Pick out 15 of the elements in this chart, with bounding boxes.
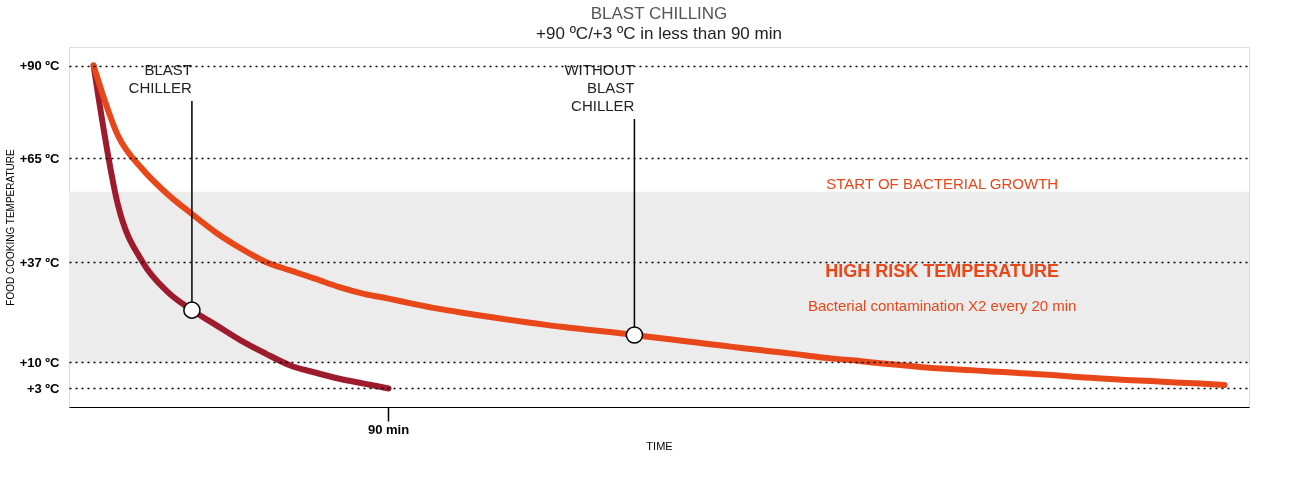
x-tick-label: 90 min bbox=[367, 421, 410, 437]
y-tick-label: +10 ºC bbox=[19, 354, 61, 370]
annotation: WITHOUT BLAST CHILLER bbox=[564, 61, 635, 114]
chart-title: BLAST CHILLING bbox=[590, 4, 728, 23]
y-tick-label: +3 ºC bbox=[26, 380, 61, 396]
annotation: START OF BACTERIAL GROWTH bbox=[826, 174, 1059, 192]
y-tick-label: +90 ºC bbox=[19, 58, 61, 74]
x-axis-title: TIME bbox=[646, 439, 673, 452]
annotation: BLAST CHILLER bbox=[128, 61, 193, 96]
chart-subtitle: +90 ºC/+3 ºC in less than 90 min bbox=[536, 24, 782, 43]
annotation: Bacterial contamination X2 every 20 min bbox=[807, 297, 1077, 315]
y-tick-label: +37 ºC bbox=[19, 254, 61, 270]
y-tick-label: +65 ºC bbox=[19, 150, 61, 166]
y-axis-title: FOOD COOKING TEMPERATURE bbox=[4, 149, 16, 306]
band-label: HIGH RISK TEMPERATURE bbox=[825, 261, 1060, 282]
